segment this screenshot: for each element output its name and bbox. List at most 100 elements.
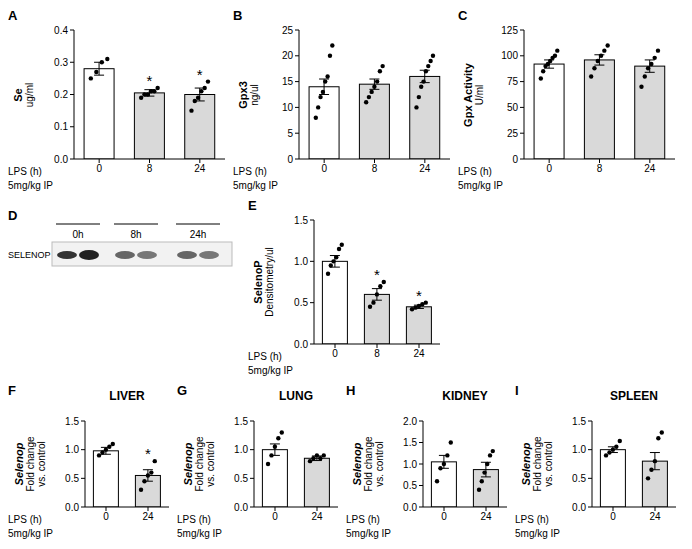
svg-text:0: 0 <box>321 163 327 174</box>
svg-text:24: 24 <box>649 511 661 522</box>
svg-text:125: 125 <box>501 25 518 36</box>
html-text:5mg/kg IP: 5mg/kg IP <box>458 180 503 191</box>
svg-text:24: 24 <box>419 163 431 174</box>
svg-text:1.5: 1.5 <box>234 416 248 427</box>
html-text:5mg/kg IP: 5mg/kg IP <box>233 180 278 191</box>
svg-text:24: 24 <box>413 348 425 359</box>
html-text:ng/ul: ng/ul <box>249 83 260 106</box>
html-text:Fold change: Fold change <box>24 436 35 492</box>
html-text:5mg/kg IP: 5mg/kg IP <box>248 365 293 376</box>
svg-text:0: 0 <box>287 154 293 165</box>
svg-text:0.5: 0.5 <box>65 473 79 484</box>
svg-text:*: * <box>197 66 203 83</box>
svg-text:*: * <box>416 287 422 304</box>
svg-text:0.0: 0.0 <box>234 502 248 513</box>
svg-text:1.5: 1.5 <box>294 215 308 226</box>
svg-text:*: * <box>145 445 151 462</box>
html-text:G: G <box>177 383 188 398</box>
html-text:LPS (h): LPS (h) <box>177 514 211 525</box>
html-text:Gpx3: Gpx3 <box>237 80 249 109</box>
html-text:Selenop: Selenop <box>181 442 193 486</box>
svg-text:8: 8 <box>372 163 378 174</box>
svg-text:1.5: 1.5 <box>572 416 586 427</box>
svg-text:24: 24 <box>644 163 656 174</box>
svg-text:24: 24 <box>142 511 154 522</box>
svg-text:8: 8 <box>147 163 153 174</box>
html-text:U/ml: U/ml <box>474 84 485 105</box>
svg-text:75: 75 <box>507 76 519 87</box>
html-text:Fold change: Fold change <box>193 436 204 492</box>
svg-text:*: * <box>146 72 152 89</box>
svg-text:0h: 0h <box>72 229 83 240</box>
svg-text:24: 24 <box>194 163 206 174</box>
html-text:LPS (h): LPS (h) <box>8 166 42 177</box>
html-text:Selenop: Selenop <box>519 442 531 486</box>
svg-text:0.5: 0.5 <box>403 480 417 491</box>
svg-text:24: 24 <box>311 511 323 522</box>
html-text:Selenop: Selenop <box>12 442 24 486</box>
html-text:SPLEEN: SPLEEN <box>610 389 658 403</box>
svg-text:25: 25 <box>282 25 294 36</box>
svg-text:*: * <box>374 266 380 283</box>
svg-text:10: 10 <box>282 102 294 113</box>
svg-text:50: 50 <box>507 102 519 113</box>
html-text:SelenoP: SelenoP <box>252 260 264 304</box>
svg-text:15: 15 <box>282 76 294 87</box>
svg-text:0.0: 0.0 <box>403 502 417 513</box>
svg-text:0.2: 0.2 <box>54 89 68 100</box>
html-text:Se: Se <box>12 87 24 102</box>
html-text:LIVER: LIVER <box>109 389 145 403</box>
html-text:5mg/kg IP: 5mg/kg IP <box>177 528 222 539</box>
svg-text:8: 8 <box>597 163 603 174</box>
svg-text:0: 0 <box>512 154 518 165</box>
svg-text:1.5: 1.5 <box>65 416 79 427</box>
svg-text:0.0: 0.0 <box>65 502 79 513</box>
svg-text:1.0: 1.0 <box>234 444 248 455</box>
svg-text:24h: 24h <box>190 229 207 240</box>
html-text:LUNG: LUNG <box>279 389 313 403</box>
html-text:Selenop: Selenop <box>350 442 362 486</box>
svg-text:8: 8 <box>374 348 380 359</box>
svg-text:0: 0 <box>332 348 338 359</box>
svg-text:1.0: 1.0 <box>294 256 308 267</box>
svg-text:0.3: 0.3 <box>54 57 68 68</box>
svg-text:0.0: 0.0 <box>294 339 308 350</box>
svg-text:0: 0 <box>96 163 102 174</box>
html-text:KIDNEY: KIDNEY <box>442 389 488 403</box>
svg-text:0: 0 <box>610 511 616 522</box>
svg-text:24: 24 <box>480 511 492 522</box>
svg-text:0.5: 0.5 <box>294 297 308 308</box>
svg-text:0: 0 <box>272 511 278 522</box>
svg-text:0.0: 0.0 <box>572 502 586 513</box>
svg-text:25: 25 <box>507 128 519 139</box>
svg-text:SELENOP: SELENOP <box>8 250 51 260</box>
html-text:LPS (h): LPS (h) <box>233 166 267 177</box>
svg-text:0.1: 0.1 <box>54 121 68 132</box>
svg-text:1.5: 1.5 <box>403 437 417 448</box>
svg-text:0.0: 0.0 <box>54 154 68 165</box>
svg-text:8h: 8h <box>130 229 141 240</box>
html-text:vs. control: vs. control <box>35 441 46 487</box>
html-text:5mg/kg IP: 5mg/kg IP <box>8 528 53 539</box>
html-text:LPS (h): LPS (h) <box>458 166 492 177</box>
svg-text:1.0: 1.0 <box>403 459 417 470</box>
svg-text:2.0: 2.0 <box>403 416 417 427</box>
html-text:Gpx Activity: Gpx Activity <box>462 62 474 127</box>
html-text:vs. control: vs. control <box>204 441 215 487</box>
html-text:LPS (h): LPS (h) <box>8 514 42 525</box>
html-text:Densitometry/ul: Densitometry/ul <box>264 247 275 317</box>
svg-text:0: 0 <box>546 163 552 174</box>
svg-text:5: 5 <box>287 128 293 139</box>
svg-text:0: 0 <box>103 511 109 522</box>
svg-text:1.0: 1.0 <box>572 444 586 455</box>
html-text:LPS (h): LPS (h) <box>248 351 282 362</box>
svg-text:0: 0 <box>441 511 447 522</box>
svg-text:1.0: 1.0 <box>65 444 79 455</box>
svg-text:20: 20 <box>282 50 294 61</box>
html-text:5mg/kg IP: 5mg/kg IP <box>8 180 53 191</box>
svg-text:0.4: 0.4 <box>54 25 68 36</box>
svg-text:0.5: 0.5 <box>234 473 248 484</box>
svg-text:0.5: 0.5 <box>572 473 586 484</box>
html-text:ug/ml: ug/ml <box>24 82 35 107</box>
svg-text:100: 100 <box>501 50 518 61</box>
